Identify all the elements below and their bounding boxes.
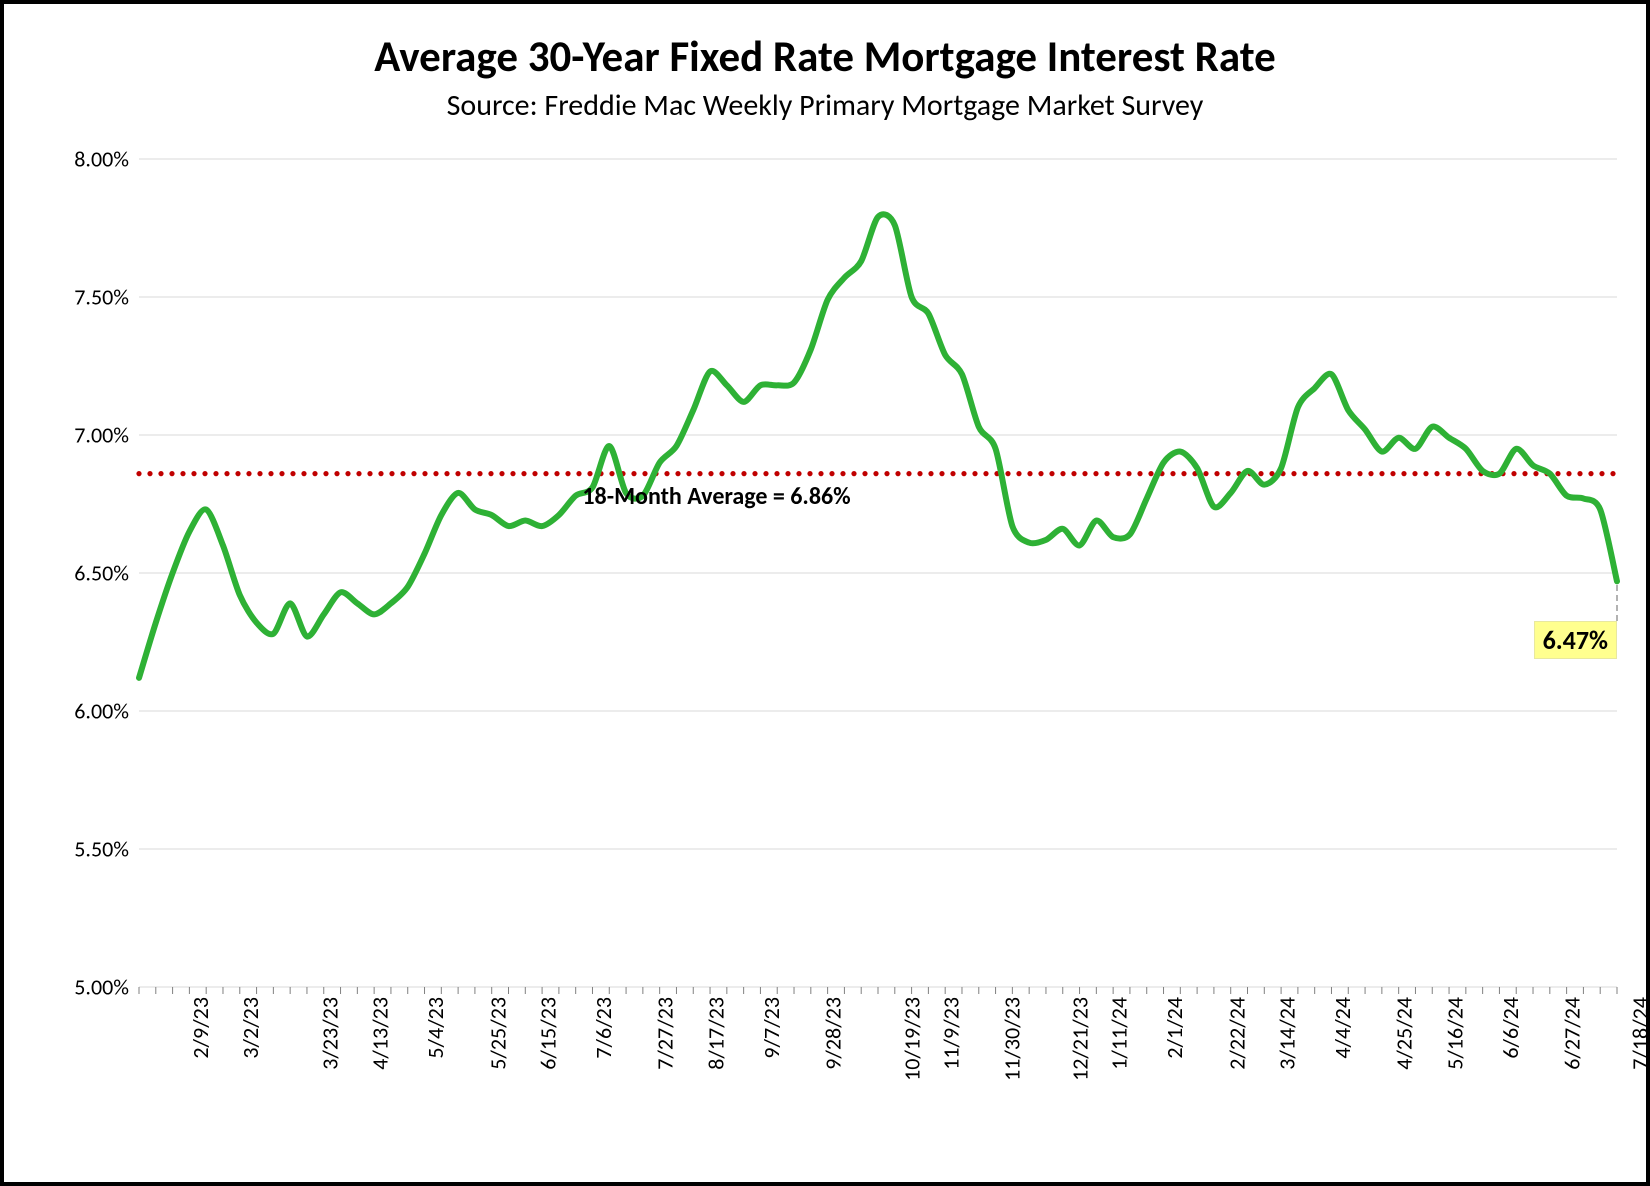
title-block: Average 30-Year Fixed Rate Mortgage Inte…	[4, 30, 1646, 124]
x-tick-label: 7/6/23	[590, 997, 617, 1059]
x-tick-label: 5/25/23	[484, 997, 511, 1070]
x-tick-label: 11/9/23	[937, 997, 964, 1070]
x-tick-label: 6/6/24	[1497, 997, 1524, 1059]
x-tick-label: 6/27/24	[1559, 997, 1586, 1070]
y-tick-label: 7.00%	[74, 422, 139, 449]
x-tick-label: 2/1/24	[1161, 997, 1188, 1059]
x-tick-label: 6/15/23	[534, 997, 561, 1070]
x-tick-label: 3/14/24	[1273, 997, 1300, 1070]
x-tick-label: 11/30/23	[999, 997, 1026, 1081]
last-value-callout: 6.47%	[1534, 621, 1617, 659]
chart-frame: Average 30-Year Fixed Rate Mortgage Inte…	[0, 0, 1650, 1186]
x-tick-label: 9/7/23	[758, 997, 785, 1059]
x-tick-label: 7/27/23	[652, 997, 679, 1070]
x-tick-label: 2/9/23	[187, 997, 214, 1059]
x-tick-label: 3/23/23	[316, 997, 343, 1070]
x-tick-label: 2/22/24	[1223, 997, 1250, 1070]
chart-subtitle: Source: Freddie Mac Weekly Primary Mortg…	[4, 87, 1646, 124]
rate-line	[139, 214, 1617, 678]
y-tick-label: 6.50%	[74, 560, 139, 587]
x-tick-label: 3/2/23	[237, 997, 264, 1059]
x-tick-label: 7/18/24	[1626, 997, 1650, 1070]
x-tick-label: 12/21/23	[1066, 997, 1093, 1081]
x-tick-label: 9/28/23	[820, 997, 847, 1070]
chart-title: Average 30-Year Fixed Rate Mortgage Inte…	[4, 30, 1646, 83]
x-tick-label: 1/11/24	[1105, 997, 1132, 1070]
x-tick-label: 10/19/23	[898, 997, 925, 1081]
y-tick-label: 7.50%	[74, 284, 139, 311]
average-line-label: 18-Month Average = 6.86%	[582, 482, 850, 511]
x-tick-label: 8/17/23	[702, 997, 729, 1070]
x-tick-label: 4/4/24	[1329, 997, 1356, 1059]
y-tick-label: 5.00%	[74, 974, 139, 1001]
plot-area: 5.00%5.50%6.00%6.50%7.00%7.50%8.00%2/9/2…	[139, 159, 1617, 987]
x-tick-label: 4/13/23	[366, 997, 393, 1070]
y-tick-label: 8.00%	[74, 146, 139, 173]
x-tick-label: 4/25/24	[1391, 997, 1418, 1070]
x-tick-label: 5/16/24	[1441, 997, 1468, 1070]
x-tick-label: 5/4/23	[422, 997, 449, 1059]
y-tick-label: 5.50%	[74, 836, 139, 863]
y-tick-label: 6.00%	[74, 698, 139, 725]
